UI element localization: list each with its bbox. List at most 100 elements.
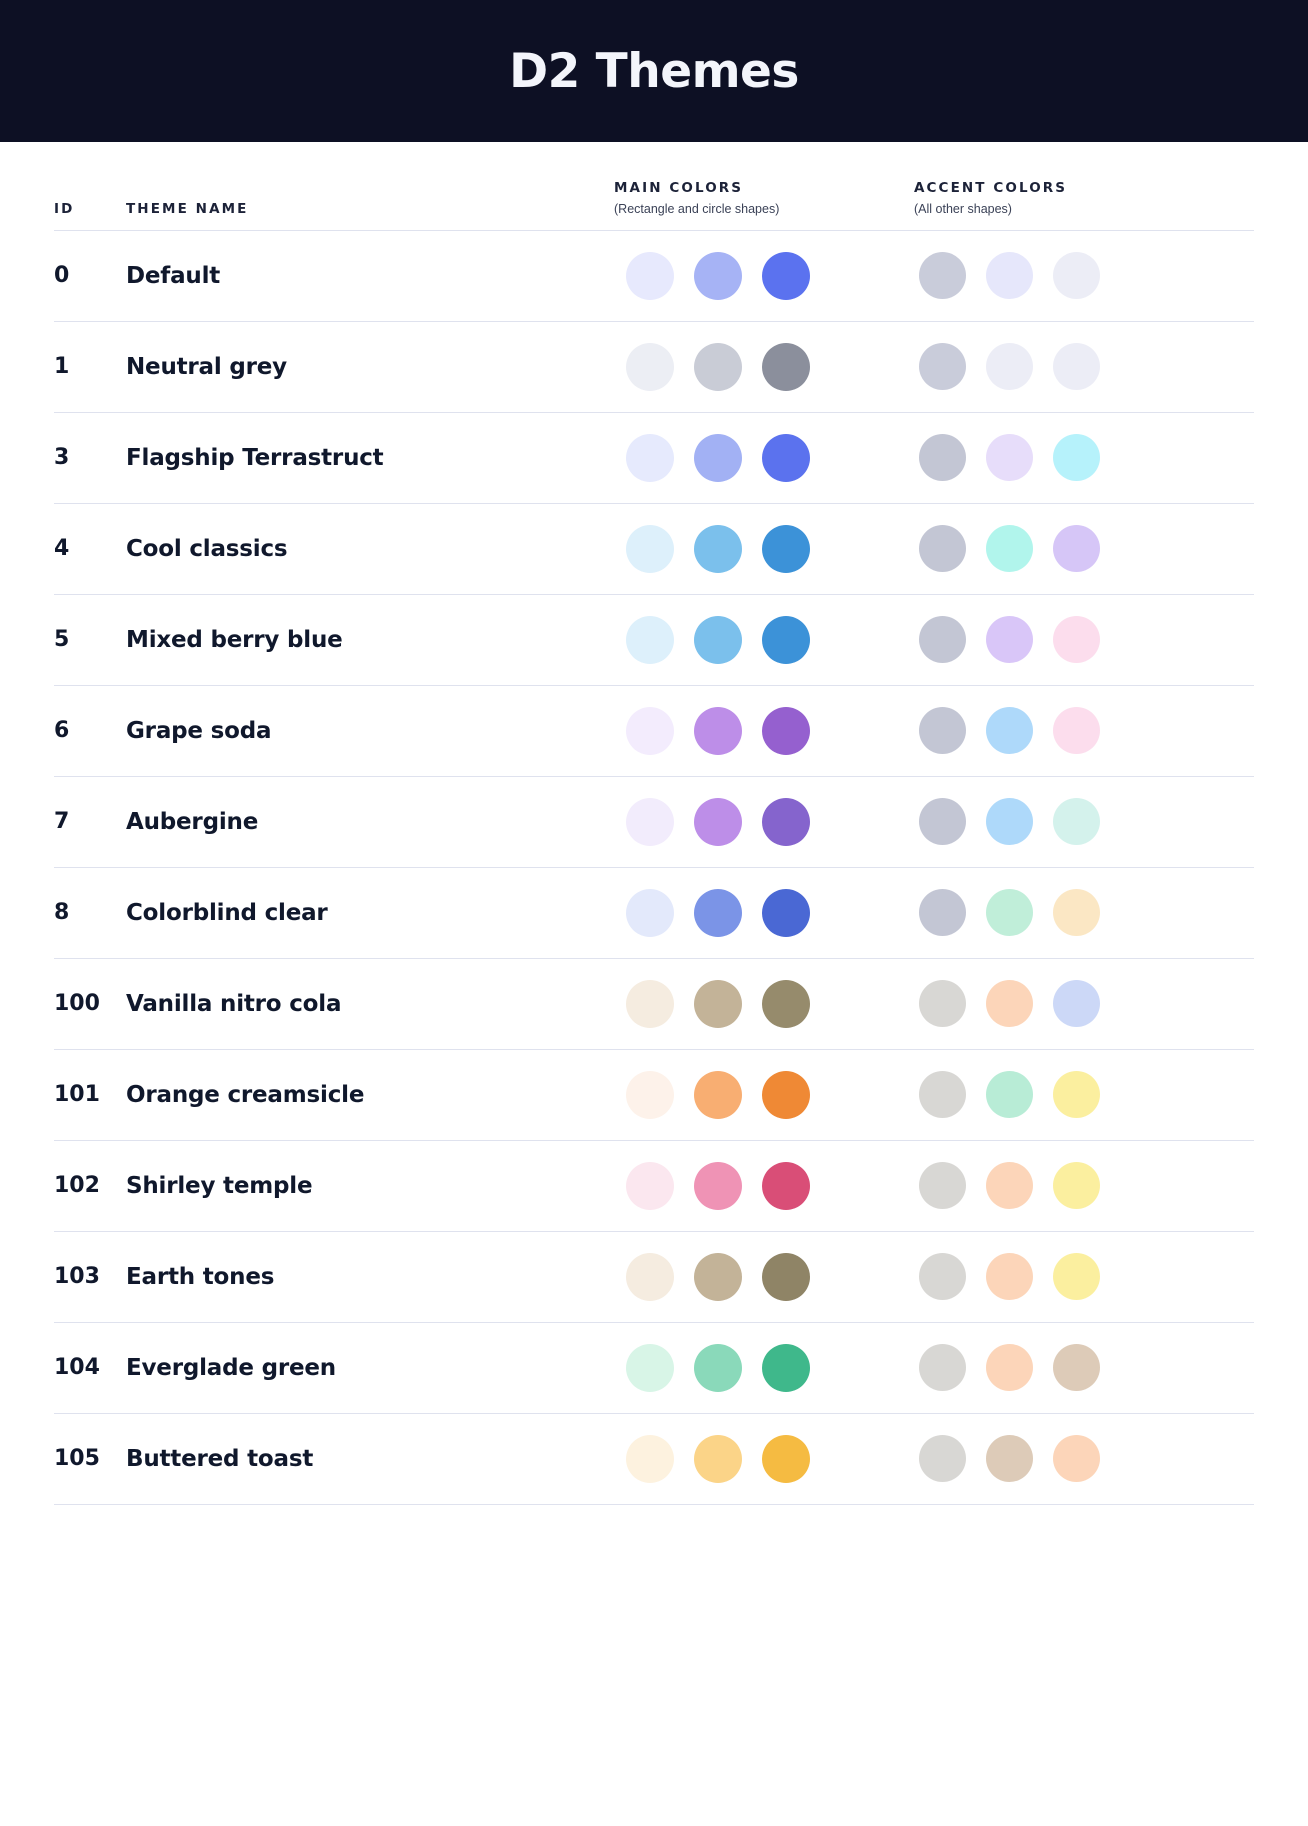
table-row[interactable]: 4 Cool classics <box>54 502 1254 594</box>
accent-color-swatches <box>914 1344 1244 1391</box>
table-row[interactable]: 5 Mixed berry blue <box>54 593 1254 685</box>
main-color-swatch-3 <box>762 1434 810 1483</box>
table-row[interactable]: 102 Shirley temple <box>54 1139 1254 1231</box>
accent-color-swatches <box>914 616 1244 663</box>
accent-color-swatch-1 <box>919 434 966 481</box>
table-row[interactable]: 103 Earth tones <box>54 1230 1254 1322</box>
accent-color-swatch-2 <box>986 1253 1033 1300</box>
table-column-headers: ID THEME NAME MAIN COLORS (Rectangle and… <box>54 142 1254 230</box>
column-header-main-colors-sublabel: (Rectangle and circle shapes) <box>614 201 780 216</box>
table-row[interactable]: 1 Neutral grey <box>54 320 1254 412</box>
theme-name: Grape soda <box>126 717 272 744</box>
table-row[interactable]: 0 Default <box>54 229 1254 321</box>
page-title: D2 Themes <box>509 43 799 99</box>
main-color-swatch-1 <box>626 888 674 937</box>
accent-color-swatch-1 <box>919 707 966 754</box>
theme-name: Earth tones <box>126 1263 275 1290</box>
theme-id: 0 <box>54 263 70 288</box>
table-row[interactable]: 104 Everglade green <box>54 1321 1254 1413</box>
accent-color-swatch-2 <box>986 252 1033 299</box>
main-color-swatches <box>614 797 914 846</box>
theme-name: Buttered toast <box>126 1445 314 1472</box>
accent-color-swatches <box>914 1071 1244 1118</box>
accent-color-swatch-2 <box>986 798 1033 845</box>
accent-color-swatch-3 <box>1053 980 1100 1027</box>
theme-name: Shirley temple <box>126 1172 313 1199</box>
table-row[interactable]: 105 Buttered toast <box>54 1412 1254 1504</box>
accent-color-swatch-3 <box>1053 1071 1100 1118</box>
theme-id: 104 <box>54 1355 100 1380</box>
accent-color-swatch-3 <box>1053 434 1100 481</box>
theme-name: Cool classics <box>126 535 288 562</box>
column-header-main-colors: MAIN COLORS (Rectangle and circle shapes… <box>614 180 914 218</box>
main-color-swatch-3 <box>762 1161 810 1210</box>
theme-name: Orange creamsicle <box>126 1081 365 1108</box>
main-color-swatch-2 <box>694 524 742 573</box>
accent-color-swatch-2 <box>986 1435 1033 1482</box>
main-color-swatch-2 <box>694 1070 742 1119</box>
main-color-swatches <box>614 251 914 300</box>
main-color-swatch-1 <box>626 979 674 1028</box>
accent-color-swatch-1 <box>919 252 966 299</box>
main-color-swatch-1 <box>626 1434 674 1483</box>
theme-id: 6 <box>54 718 70 743</box>
accent-color-swatches <box>914 343 1244 390</box>
main-color-swatch-1 <box>626 524 674 573</box>
main-color-swatch-3 <box>762 1070 810 1119</box>
accent-color-swatches <box>914 252 1244 299</box>
main-color-swatches <box>614 524 914 573</box>
main-color-swatch-1 <box>626 1161 674 1210</box>
table-row[interactable]: 100 Vanilla nitro cola <box>54 957 1254 1049</box>
theme-id: 8 <box>54 900 70 925</box>
main-color-swatch-3 <box>762 1343 810 1392</box>
accent-color-swatch-3 <box>1053 1253 1100 1300</box>
main-color-swatches <box>614 706 914 755</box>
accent-color-swatches <box>914 1162 1244 1209</box>
accent-color-swatches <box>914 889 1244 936</box>
main-color-swatch-1 <box>626 797 674 846</box>
table-row[interactable]: 8 Colorblind clear <box>54 866 1254 958</box>
theme-name: Flagship Terrastruct <box>126 444 384 471</box>
theme-name: Everglade green <box>126 1354 336 1381</box>
main-color-swatches <box>614 979 914 1028</box>
accent-color-swatch-3 <box>1053 1344 1100 1391</box>
accent-color-swatch-2 <box>986 343 1033 390</box>
accent-color-swatch-3 <box>1053 1162 1100 1209</box>
main-color-swatch-2 <box>694 433 742 482</box>
theme-name: Default <box>126 262 221 289</box>
accent-color-swatch-2 <box>986 1162 1033 1209</box>
page-header: D2 Themes <box>0 0 1308 142</box>
main-color-swatch-2 <box>694 706 742 755</box>
accent-color-swatch-3 <box>1053 707 1100 754</box>
accent-color-swatch-1 <box>919 1344 966 1391</box>
table-row[interactable]: 3 Flagship Terrastruct <box>54 411 1254 503</box>
table-body: 0 Default 1 Neutral grey 3 Flagship Terrastru… <box>54 229 1254 1505</box>
main-color-swatch-1 <box>626 1070 674 1119</box>
column-header-accent-colors: ACCENT COLORS (All other shapes) <box>914 180 1244 218</box>
main-color-swatches <box>614 1161 914 1210</box>
accent-color-swatch-2 <box>986 707 1033 754</box>
main-color-swatches <box>614 888 914 937</box>
main-color-swatches <box>614 1343 914 1392</box>
table-row[interactable]: 6 Grape soda <box>54 684 1254 776</box>
table-bottom-divider <box>54 1503 1254 1505</box>
main-color-swatch-3 <box>762 797 810 846</box>
main-color-swatch-3 <box>762 979 810 1028</box>
main-color-swatch-3 <box>762 615 810 664</box>
table-row[interactable]: 101 Orange creamsicle <box>54 1048 1254 1140</box>
main-color-swatch-2 <box>694 342 742 391</box>
table-row[interactable]: 7 Aubergine <box>54 775 1254 867</box>
theme-name: Mixed berry blue <box>126 626 343 653</box>
accent-color-swatch-2 <box>986 889 1033 936</box>
theme-id: 1 <box>54 354 70 379</box>
accent-color-swatch-3 <box>1053 1435 1100 1482</box>
theme-id: 7 <box>54 809 70 834</box>
accent-color-swatches <box>914 1253 1244 1300</box>
main-color-swatch-1 <box>626 1252 674 1301</box>
accent-color-swatch-2 <box>986 616 1033 663</box>
accent-color-swatch-2 <box>986 1071 1033 1118</box>
main-color-swatch-3 <box>762 524 810 573</box>
main-color-swatch-3 <box>762 1252 810 1301</box>
accent-color-swatch-1 <box>919 889 966 936</box>
main-color-swatches <box>614 433 914 482</box>
